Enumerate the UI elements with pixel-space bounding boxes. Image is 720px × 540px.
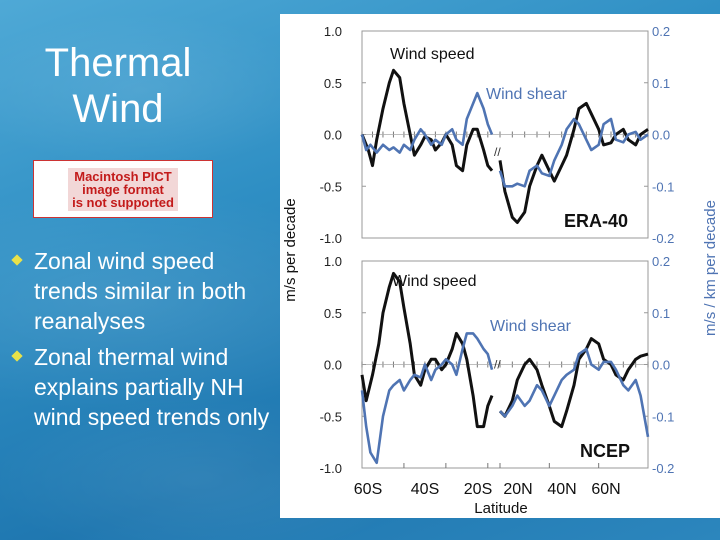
legend-wind-shear: Wind shear	[490, 318, 572, 335]
wind-shear-line	[498, 117, 649, 188]
thermal-wind-figure: 1.0 0.5 0.0 -0.5 -1.0 0.2 0.1 0.0 -0.1 -0.2 // Wind…	[280, 14, 720, 518]
legend-wind-speed: Wind speed	[392, 273, 477, 290]
placeholder-image-text: Macintosh PICT image format is not suppo…	[68, 167, 178, 211]
y-tick-label: 0.5	[324, 76, 342, 91]
y2-tick-label: 0.0	[652, 128, 670, 143]
diamond-bullet-icon	[11, 350, 23, 362]
y2-tick-label: -0.2	[652, 231, 674, 246]
y-tick-label: -1.0	[320, 231, 342, 246]
x-tick-label: 20N	[503, 481, 532, 498]
axis-break-mark: //	[494, 145, 501, 159]
y2-tick-label: 0.2	[652, 254, 670, 269]
wind-speed-line	[498, 101, 649, 224]
y2-tick-label: 0.0	[652, 358, 670, 373]
wind-speed-line	[498, 337, 649, 429]
x-tick-label: 40N	[547, 481, 576, 498]
y2-axis-label: m/s / km per decade	[702, 200, 719, 336]
x-tick-label: 20S	[464, 481, 492, 498]
wind-speed-line	[360, 271, 494, 429]
x-tick-label: 60N	[591, 481, 620, 498]
x-axis-label: Latitude	[474, 500, 527, 517]
x-tick-label: 40S	[411, 481, 439, 498]
unsupported-image-placeholder: Macintosh PICT image format is not suppo…	[33, 160, 213, 218]
wind-shear-line	[360, 332, 494, 465]
y-tick-label: -0.5	[320, 179, 342, 194]
y-tick-label: 0.0	[324, 128, 342, 143]
diamond-bullet-icon	[11, 254, 23, 266]
panel-label: NCEP	[580, 441, 630, 461]
panel-label: ERA-40	[564, 211, 628, 231]
y2-tick-label: 0.2	[652, 24, 670, 39]
y-tick-label: 0.0	[324, 358, 342, 373]
y2-tick-label: 0.1	[652, 306, 670, 321]
x-tick-label: 60S	[354, 481, 382, 498]
bullet-item: Zonal thermal wind explains partially NH…	[10, 342, 280, 432]
y-tick-label: 0.5	[324, 306, 342, 321]
y2-tick-label: -0.1	[652, 409, 674, 424]
y-tick-label: 1.0	[324, 24, 342, 39]
axis-break-mark: //	[494, 358, 501, 372]
wind-shear-line	[360, 91, 494, 154]
slide-title: Thermal Wind	[44, 41, 192, 131]
bullet-text: Zonal thermal wind explains partially NH…	[34, 344, 270, 430]
legend-wind-shear: Wind shear	[486, 86, 568, 103]
bullet-text: Zonal wind speed trends similar in both …	[34, 248, 247, 334]
wind-speed-line	[360, 68, 494, 173]
y2-tick-label: 0.1	[652, 76, 670, 91]
wind-shear-line	[499, 347, 650, 438]
bullet-list: Zonal wind speed trends similar in both …	[10, 246, 280, 438]
legend-wind-speed: Wind speed	[390, 46, 475, 63]
y2-tick-label: -0.1	[652, 179, 674, 194]
y-tick-label: 1.0	[324, 254, 342, 269]
y2-tick-label: -0.2	[652, 461, 674, 476]
y-tick-label: -0.5	[320, 409, 342, 424]
y-axis-label: m/s per decade	[282, 198, 299, 301]
y-tick-label: -1.0	[320, 461, 342, 476]
bullet-item: Zonal wind speed trends similar in both …	[10, 246, 280, 336]
chart-svg: 1.0 0.5 0.0 -0.5 -1.0 0.2 0.1 0.0 -0.1 -0.2 // Wind…	[282, 24, 719, 517]
